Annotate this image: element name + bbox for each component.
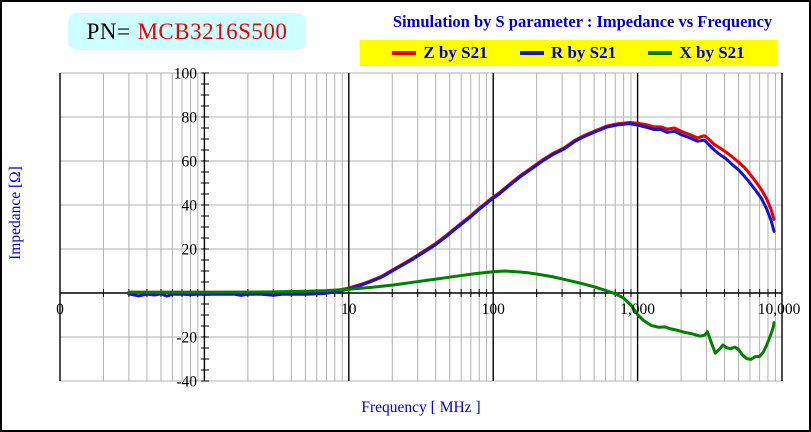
- part-number-value: MCB3216S500: [137, 18, 288, 44]
- y-tick-label: 40: [182, 198, 198, 215]
- chart-title: Simulation by S parameter : Impedance vs…: [392, 12, 773, 31]
- legend-item-r-by-s21: R by S21: [519, 43, 617, 63]
- legend-label: X by S21: [679, 43, 745, 62]
- legend-line-swatch: [392, 51, 417, 55]
- y-tick-label: -40: [176, 374, 197, 391]
- part-number-label: PN=: [86, 18, 131, 44]
- x-axis-title: Frequency [ MHz ]: [361, 399, 481, 416]
- y-tick-label: -20: [176, 330, 197, 347]
- curve-r-by-s21: [127, 122, 776, 298]
- x-tick-label: 100: [482, 301, 506, 318]
- legend-item-z-by-s21: Z by S21: [392, 43, 488, 63]
- curve-z-by-s21: [127, 121, 776, 294]
- y-axis-title: Impedance [Ω]: [7, 166, 24, 260]
- y-tick-label: 60: [182, 154, 198, 171]
- y-tick-label: 80: [182, 110, 198, 127]
- legend-label: R by S21: [550, 43, 617, 62]
- legend-label: Z by S21: [423, 43, 488, 62]
- part-number-box: PN= MCB3216S500: [68, 13, 306, 50]
- x-tick-label: 1,000: [620, 301, 655, 318]
- legend-item-x-by-s21: X by S21: [648, 43, 745, 63]
- y-tick-label: 100: [174, 66, 198, 83]
- legend-line-swatch: [648, 51, 673, 55]
- curve-x-by-s21: [127, 269, 776, 361]
- x-tick-label: 10: [341, 301, 357, 318]
- x-tick-label: 10,000: [758, 301, 801, 318]
- legend-line-swatch: [519, 51, 544, 55]
- y-tick-label: 20: [182, 242, 198, 259]
- x-tick-label: 0: [56, 301, 64, 318]
- legend: Z by S21 R by S21 X by S21: [360, 40, 777, 66]
